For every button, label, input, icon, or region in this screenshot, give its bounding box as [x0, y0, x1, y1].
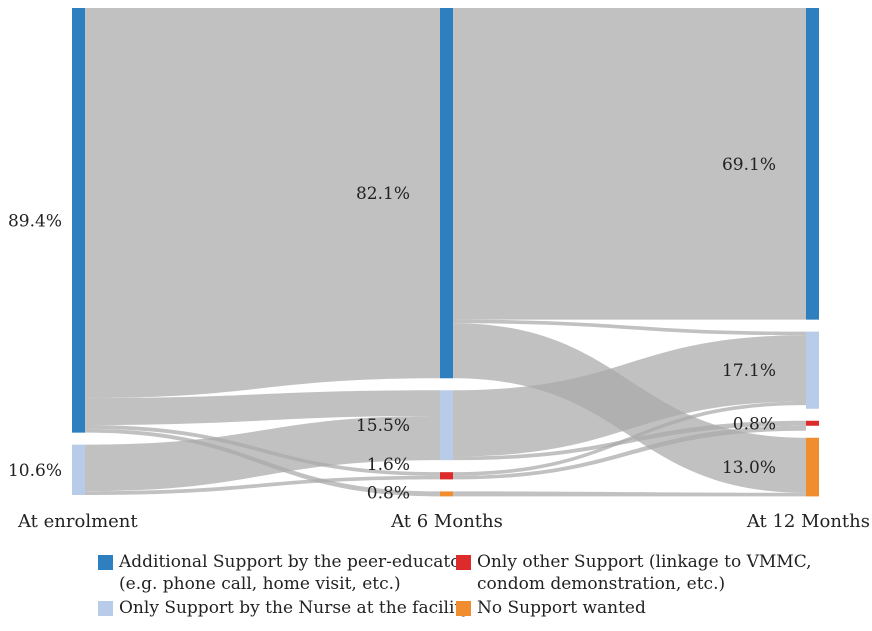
flow-1-nurse-to-nurse — [453, 335, 806, 457]
node-label-stage2-other: 0.8% — [733, 414, 776, 434]
legend-item-additional: Additional Support by the peer-educator … — [98, 551, 469, 595]
node-label-stage0-additional: 89.4% — [8, 211, 62, 231]
flow-0-additional-to-nurse — [85, 390, 440, 426]
node-label-stage1-additional: 82.1% — [356, 184, 410, 204]
flow-1-none-to-none — [453, 491, 806, 497]
stage-label-0: At enrolment — [17, 511, 138, 532]
legend-swatch-additional — [98, 555, 113, 570]
sankey-nodes — [72, 8, 819, 497]
node-stage0-nurse — [72, 444, 85, 495]
legend-item-other: Only other Support (linkage to VMMC, con… — [456, 551, 812, 595]
node-label-stage1-other: 1.6% — [367, 455, 410, 475]
flow-0-nurse-to-nurse — [85, 415, 440, 492]
legend-item-none: No Support wanted — [456, 597, 646, 619]
stage-label-1: At 6 Months — [390, 511, 503, 532]
legend-swatch-none — [456, 601, 471, 616]
flow-1-additional-to-additional — [453, 8, 806, 320]
node-label-stage2-additional: 69.1% — [722, 155, 776, 175]
flow-1-other-to-other — [453, 425, 806, 480]
sankey-labels: 89.4% 10.6% 82.1% 15.5% 1.6% 0.8% 69.1% 17.1% 0.… — [8, 155, 776, 504]
sankey-chart: 89.4% 10.6% 82.1% 15.5% 1.6% 0.8% 69.1% 17.1% 0.… — [8, 8, 870, 532]
legend-label-additional: Additional Support by the peer-educator … — [119, 552, 469, 594]
stage-labels: At enrolment At 6 Months At 12 Months — [17, 511, 870, 532]
node-stage2-additional — [806, 8, 819, 320]
sankey-links — [85, 8, 806, 497]
flow-1-other-to-nurse — [453, 401, 806, 476]
legend-label-other: Only other Support (linkage to VMMC, con… — [477, 552, 812, 594]
node-stage1-nurse — [440, 390, 453, 461]
node-label-stage0-nurse: 10.6% — [8, 461, 62, 481]
legend-swatch-nurse — [98, 601, 113, 616]
node-label-stage2-none: 13.0% — [722, 458, 776, 478]
flow-0-additional-to-additional — [85, 8, 440, 398]
node-stage2-none — [806, 437, 819, 497]
flow-0-nurse-to-other — [85, 475, 440, 495]
stage-label-2: At 12 Months — [746, 511, 870, 532]
node-stage1-other — [440, 472, 453, 480]
node-stage2-nurse — [806, 331, 819, 409]
legend-label-none: No Support wanted — [477, 598, 646, 618]
legend-item-nurse: Only Support by the Nurse at the facilit… — [98, 597, 471, 619]
node-stage1-additional — [440, 8, 453, 379]
node-label-stage2-nurse: 17.1% — [722, 361, 776, 381]
node-label-stage1-nurse: 15.5% — [356, 416, 410, 436]
node-stage0-additional — [72, 8, 85, 433]
legend-label-nurse: Only Support by the Nurse at the facilit… — [119, 598, 471, 618]
node-stage1-none — [440, 491, 453, 497]
node-stage2-other — [806, 420, 819, 426]
legend-swatch-other — [456, 555, 471, 570]
flow-1-additional-to-nurse — [453, 319, 806, 336]
node-label-stage1-none: 0.8% — [367, 483, 410, 503]
